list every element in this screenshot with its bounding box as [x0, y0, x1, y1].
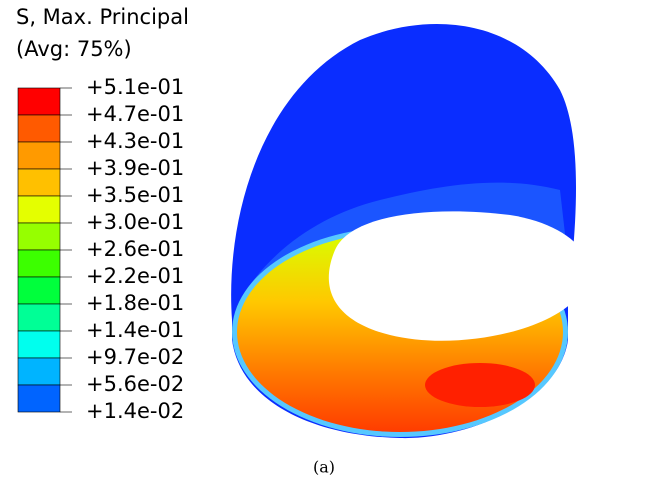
legend-swatch — [17, 330, 61, 359]
legend-swatch — [17, 276, 61, 305]
legend-swatch — [17, 384, 61, 413]
legend-label: +5.1e-01 — [86, 75, 184, 99]
legend-swatch — [17, 168, 61, 197]
legend-label: +1.8e-01 — [86, 291, 184, 315]
legend-label: +2.6e-01 — [86, 237, 184, 261]
legend-label: +4.3e-01 — [86, 129, 184, 153]
legend-swatch — [17, 141, 61, 170]
model — [231, 24, 589, 439]
hot-spot — [425, 363, 535, 407]
legend-swatch — [17, 303, 61, 332]
legend-label: +1.4e-01 — [86, 318, 184, 342]
legend-swatch — [17, 249, 61, 278]
legend-swatch — [17, 195, 61, 224]
opening — [328, 211, 589, 341]
legend-label: +1.4e-02 — [86, 399, 184, 423]
legend-label: +3.0e-01 — [86, 210, 184, 234]
legend-label: +4.7e-01 — [86, 102, 184, 126]
caption: (a) — [313, 458, 335, 477]
legend-label: +5.6e-02 — [86, 372, 184, 396]
legend-subtitle: (Avg: 75%) — [16, 37, 132, 61]
legend-label: +3.9e-01 — [86, 156, 184, 180]
legend-label: +2.2e-01 — [86, 264, 184, 288]
legend-swatch — [17, 87, 61, 116]
legend-label: +9.7e-02 — [86, 345, 184, 369]
legend-swatch — [17, 114, 61, 143]
legend-title: S, Max. Principal — [16, 5, 189, 29]
legend — [17, 87, 72, 413]
legend-swatch — [17, 357, 61, 386]
legend-swatch — [17, 222, 61, 251]
legend-label: +3.5e-01 — [86, 183, 184, 207]
